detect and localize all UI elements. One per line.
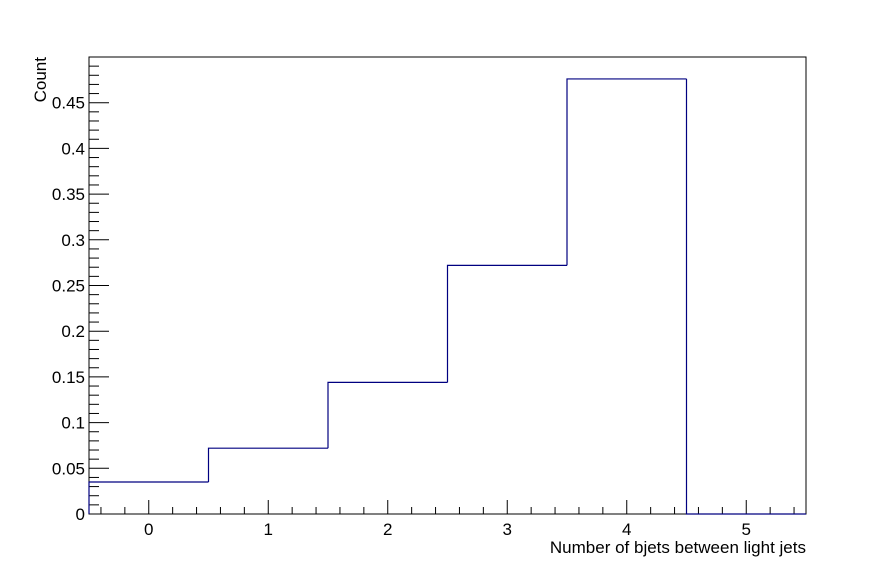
y-axis-ticks (89, 65, 109, 506)
x-tick-label: 0 (144, 520, 153, 539)
y-tick-label: 0.4 (61, 139, 85, 158)
y-axis-title: Count (31, 57, 50, 103)
x-axis-tick-labels: 0 1 2 3 4 5 (144, 520, 751, 539)
histogram-bin-2 (327, 381, 448, 449)
y-tick-label: 0.3 (61, 231, 85, 250)
histogram-bin-5 (685, 78, 806, 515)
x-tick-label: 3 (503, 520, 512, 539)
y-axis-tick-labels: 0 0.05 0.1 0.15 0.2 0.25 0.3 0.35 0.4 0.45 (52, 94, 85, 524)
x-tick-label: 5 (742, 520, 751, 539)
y-tick-label: 0.1 (61, 414, 85, 433)
x-tick-label: 1 (264, 520, 273, 539)
y-tick-label: 0.05 (52, 459, 85, 478)
x-axis-title: Number of bjets between light jets (550, 538, 806, 557)
x-axis-ticks (100, 500, 795, 514)
x-tick-label: 4 (622, 520, 631, 539)
histogram-bin-1 (207, 447, 328, 483)
y-tick-label: 0.25 (52, 277, 85, 296)
y-tick-label: 0.35 (52, 185, 85, 204)
histogram-bin-4 (566, 78, 687, 266)
y-tick-label: 0.15 (52, 368, 85, 387)
y-tick-label: 0.45 (52, 94, 85, 113)
y-tick-label: 0.2 (61, 322, 85, 341)
histogram-bin-3 (446, 264, 567, 383)
histogram-bin-0 (88, 481, 209, 514)
y-tick-label: 0 (76, 505, 85, 524)
histogram-bins (88, 78, 806, 515)
x-tick-label: 2 (383, 520, 392, 539)
